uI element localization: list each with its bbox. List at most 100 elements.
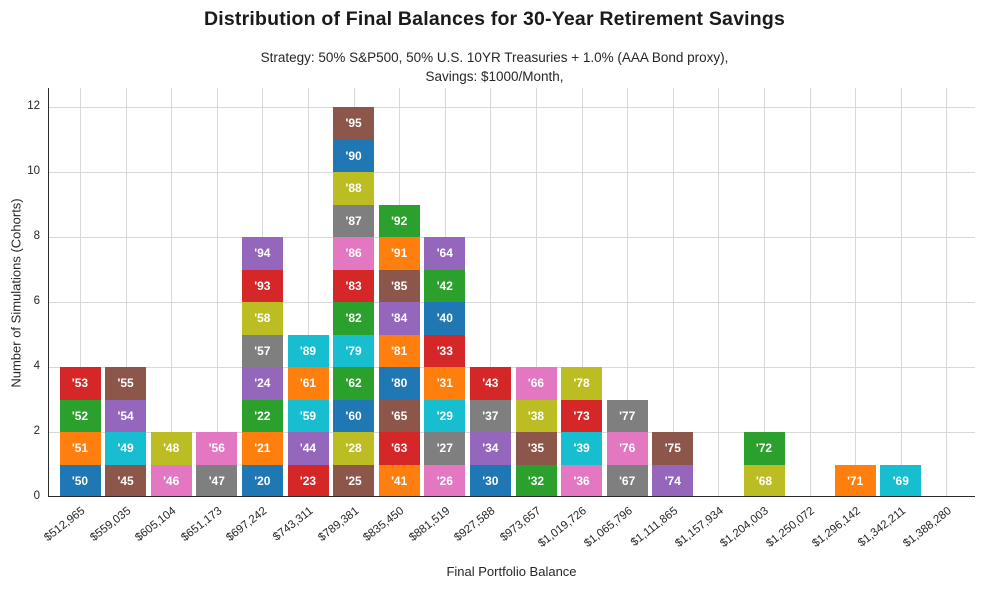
bar-segment: '47 bbox=[196, 464, 238, 497]
bar-segment-label: '86 bbox=[345, 246, 362, 261]
bar-segment: '73 bbox=[561, 399, 603, 432]
x-gridline bbox=[900, 88, 902, 497]
chart-subtitle-line-2: Savings: $1000/Month, bbox=[425, 69, 564, 84]
bar-segment: '74 bbox=[652, 464, 694, 497]
x-gridline bbox=[536, 88, 537, 497]
bar-segment-label: '46 bbox=[163, 473, 180, 488]
bar-segment-label: '83 bbox=[345, 278, 362, 293]
x-tick-label: $1,065,796 bbox=[581, 505, 635, 550]
bar-segment: '59 bbox=[287, 399, 329, 432]
x-gridline bbox=[581, 88, 583, 497]
bar-segment-label: '27 bbox=[436, 441, 453, 456]
bar-segment-label: '92 bbox=[391, 213, 408, 228]
bar-segment-label: '76 bbox=[619, 441, 636, 456]
x-tick-label: $835,450 bbox=[361, 505, 407, 544]
bar-segment: '22 bbox=[241, 399, 283, 432]
x-tick-label: $973,657 bbox=[498, 505, 544, 544]
y-tick-label: 0 bbox=[33, 490, 40, 502]
bar-segment: '63 bbox=[378, 432, 420, 465]
x-tick-label: $927,588 bbox=[452, 505, 498, 544]
y-gridline bbox=[48, 432, 975, 433]
bar-segment-label: '82 bbox=[345, 311, 362, 326]
bar-segment-label: '35 bbox=[527, 441, 545, 456]
bar-segment-label: '32 bbox=[527, 473, 545, 488]
bar-segment: '79 bbox=[333, 334, 375, 367]
bar-segment: '53 bbox=[59, 367, 101, 400]
bar-segment: '91 bbox=[378, 237, 420, 270]
bar-segment: '52 bbox=[59, 399, 101, 432]
bar-segment-label: '84 bbox=[391, 311, 408, 326]
bar-segment-label: '54 bbox=[117, 408, 134, 423]
bar-segment: '21 bbox=[241, 432, 283, 465]
bar-segment-label: '75 bbox=[664, 441, 681, 456]
bar-segment-label: '65 bbox=[391, 408, 408, 423]
bar-segment: '82 bbox=[333, 302, 375, 335]
bar-segment-label: '49 bbox=[117, 441, 134, 456]
bar-segment-label: '56 bbox=[208, 441, 225, 456]
y-tick-label: 10 bbox=[27, 165, 40, 177]
bar-segment: '61 bbox=[287, 367, 329, 400]
bar-segment-label: '31 bbox=[436, 376, 453, 391]
bar-segment-label: '72 bbox=[755, 441, 773, 456]
bar-segment: '60 bbox=[333, 399, 375, 432]
bar-segment: '29 bbox=[424, 399, 466, 432]
bar-segment-label: '22 bbox=[254, 408, 271, 423]
x-gridline bbox=[490, 88, 492, 497]
bar-segment-label: '23 bbox=[299, 473, 317, 488]
bar-segment: '50 bbox=[59, 464, 101, 497]
bar-segment-label: '39 bbox=[573, 441, 590, 456]
bar-segment: '26 bbox=[424, 464, 466, 497]
x-gridline bbox=[80, 88, 81, 497]
bar-segment: '24 bbox=[241, 367, 283, 400]
bar-segment-label: '36 bbox=[573, 473, 590, 488]
bar-segment: '48 bbox=[150, 432, 192, 465]
x-tick-label: $1,250,072 bbox=[764, 505, 817, 550]
bar-segment: '85 bbox=[378, 269, 420, 302]
bar-segment: '39 bbox=[561, 432, 603, 465]
x-tick-label: $789,381 bbox=[315, 505, 361, 544]
bar-segment: '38 bbox=[515, 399, 557, 432]
bar-segment: '45 bbox=[105, 464, 147, 497]
x-tick-label: $697,242 bbox=[224, 505, 270, 544]
bar-segment-label: '21 bbox=[254, 441, 271, 456]
bar-segment-label: '26 bbox=[436, 473, 453, 488]
bar-segment: '36 bbox=[561, 464, 603, 497]
x-gridline bbox=[764, 88, 765, 497]
bar-segment-label: '48 bbox=[163, 441, 180, 456]
bar-segment: '87 bbox=[333, 204, 375, 237]
y-tick-label: 12 bbox=[27, 100, 40, 112]
bar-segment: '65 bbox=[378, 399, 420, 432]
bar-segment-label: '53 bbox=[71, 376, 89, 391]
bar-segment-label: '55 bbox=[117, 376, 134, 391]
bar-segment: '84 bbox=[378, 302, 420, 335]
bar-segment: '68 bbox=[743, 464, 785, 497]
bar-segment-label: '25 bbox=[345, 473, 362, 488]
x-tick-label: $743,311 bbox=[270, 505, 316, 544]
y-tick-label: 8 bbox=[33, 230, 40, 242]
bar-segment: '40 bbox=[424, 302, 466, 335]
bar-segment-label: '62 bbox=[345, 376, 362, 391]
bar-segment-label: '93 bbox=[254, 278, 271, 293]
bar-segment-label: '69 bbox=[892, 473, 909, 488]
bar-segment-label: '29 bbox=[436, 408, 453, 423]
bar-segment-label: '37 bbox=[482, 408, 499, 423]
bar-segment: '43 bbox=[469, 367, 511, 400]
y-gridline bbox=[48, 172, 975, 173]
bar-segment: '81 bbox=[378, 334, 420, 367]
bar-segment-label: '61 bbox=[299, 376, 317, 391]
x-tick-label: $651,173 bbox=[179, 505, 225, 544]
bar-segment-label: '20 bbox=[254, 473, 271, 488]
bar-segment: '31 bbox=[424, 367, 466, 400]
x-gridline bbox=[809, 88, 811, 497]
bar-segment-label: '41 bbox=[391, 473, 408, 488]
bar-segment: '72 bbox=[743, 432, 785, 465]
bar-segment: '32 bbox=[515, 464, 557, 497]
bar-segment-label: '60 bbox=[345, 408, 362, 423]
bar-segment-label: '88 bbox=[345, 181, 362, 196]
bar-segment-label: '52 bbox=[71, 408, 89, 423]
x-tick-label: $1,157,934 bbox=[673, 505, 726, 550]
bar-segment: '37 bbox=[469, 399, 511, 432]
bar-segment: '57 bbox=[241, 334, 283, 367]
x-gridline bbox=[718, 88, 720, 497]
